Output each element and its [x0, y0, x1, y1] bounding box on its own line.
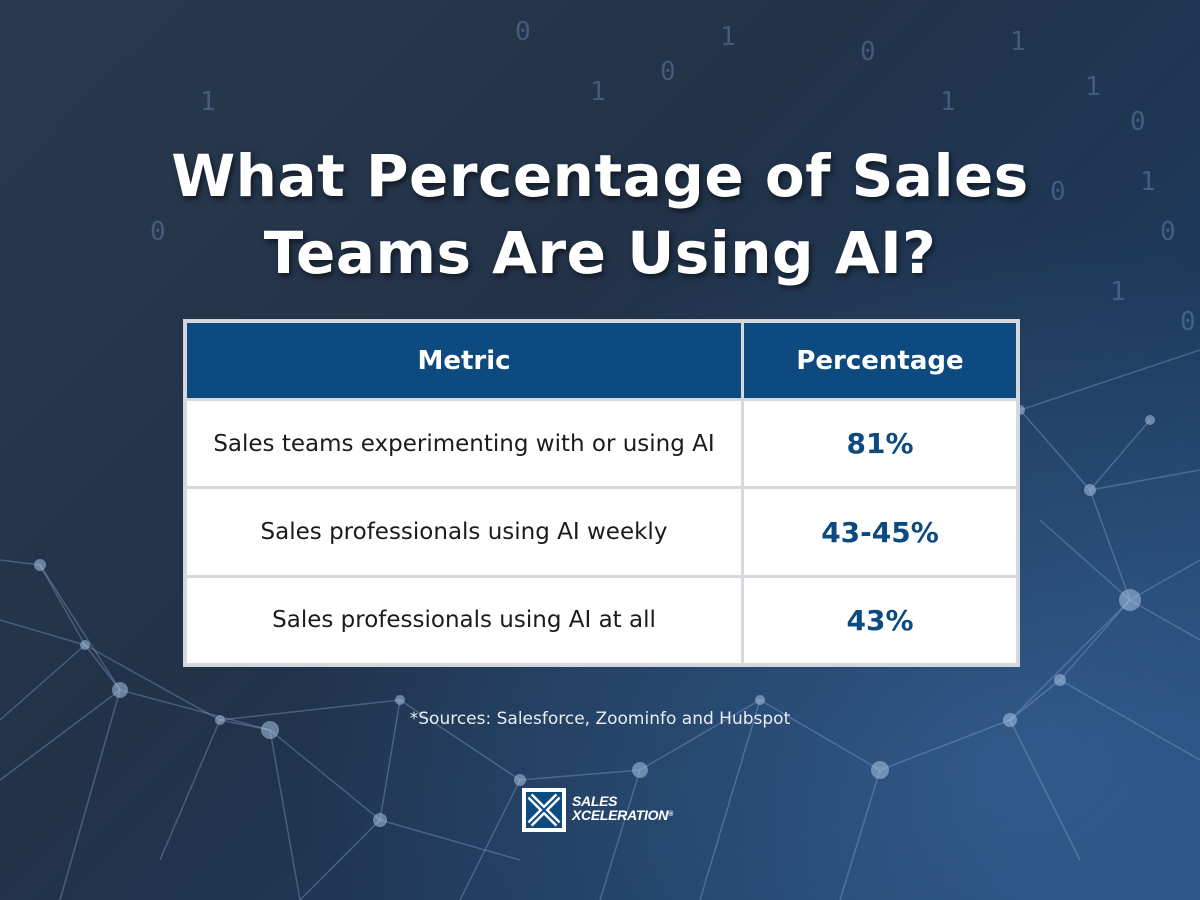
- svg-text:0: 0: [860, 37, 876, 67]
- title-line-2: Teams Are Using AI?: [263, 219, 937, 287]
- metric-cell: Sales professionals using AI weekly: [184, 486, 744, 578]
- network-nodes: [34, 405, 1155, 827]
- metric-cell: Sales teams experimenting with or using …: [184, 398, 744, 490]
- svg-text:1: 1: [1085, 72, 1101, 102]
- svg-text:1: 1: [1140, 167, 1156, 197]
- svg-text:1: 1: [720, 22, 736, 52]
- svg-text:0: 0: [1180, 307, 1196, 337]
- metric-cell: Sales professionals using AI at all: [184, 574, 744, 667]
- column-header-metric: Metric: [184, 319, 744, 402]
- logo-line-1: SALES: [572, 793, 618, 809]
- svg-text:1: 1: [940, 87, 956, 117]
- svg-text:0: 0: [1050, 177, 1066, 207]
- table-row: Sales professionals using AI at all 43%: [184, 574, 1019, 667]
- column-header-percentage: Percentage: [741, 319, 1019, 402]
- title-line-1: What Percentage of Sales: [171, 142, 1029, 210]
- percentage-cell: 43-45%: [741, 486, 1019, 578]
- svg-text:1: 1: [200, 87, 216, 117]
- svg-text:1: 1: [1010, 27, 1026, 57]
- registered-mark: ®: [668, 811, 673, 818]
- svg-text:1: 1: [1110, 277, 1126, 307]
- svg-text:0: 0: [1160, 217, 1176, 247]
- logo-wordmark: SALES XCELERATION®: [572, 794, 673, 822]
- table-row: Sales professionals using AI weekly 43-4…: [184, 486, 1019, 578]
- page-title: What Percentage of Sales Teams Are Using…: [0, 138, 1200, 292]
- table-row: Sales teams experimenting with or using …: [184, 398, 1019, 490]
- sales-xceleration-logo: SALES XCELERATION®: [522, 786, 682, 834]
- x-logo-icon: [522, 788, 566, 832]
- sources-note: *Sources: Salesforce, Zoominfo and Hubsp…: [409, 709, 791, 729]
- ai-usage-table: Metric Percentage Sales teams experiment…: [184, 319, 1019, 667]
- svg-text:0: 0: [1130, 107, 1146, 137]
- logo-line-2: XCELERATION: [572, 807, 668, 823]
- binary-digits: 0 1 0 1 0 1 0 1 0 1 0 1 0 1 0 1: [150, 17, 1196, 337]
- table-header-row: Metric Percentage: [184, 319, 1019, 402]
- percentage-cell: 43%: [741, 574, 1019, 667]
- svg-text:0: 0: [515, 17, 531, 47]
- svg-text:0: 0: [660, 57, 676, 87]
- svg-text:1: 1: [590, 77, 606, 107]
- percentage-cell: 81%: [741, 398, 1019, 490]
- svg-text:0: 0: [150, 217, 166, 247]
